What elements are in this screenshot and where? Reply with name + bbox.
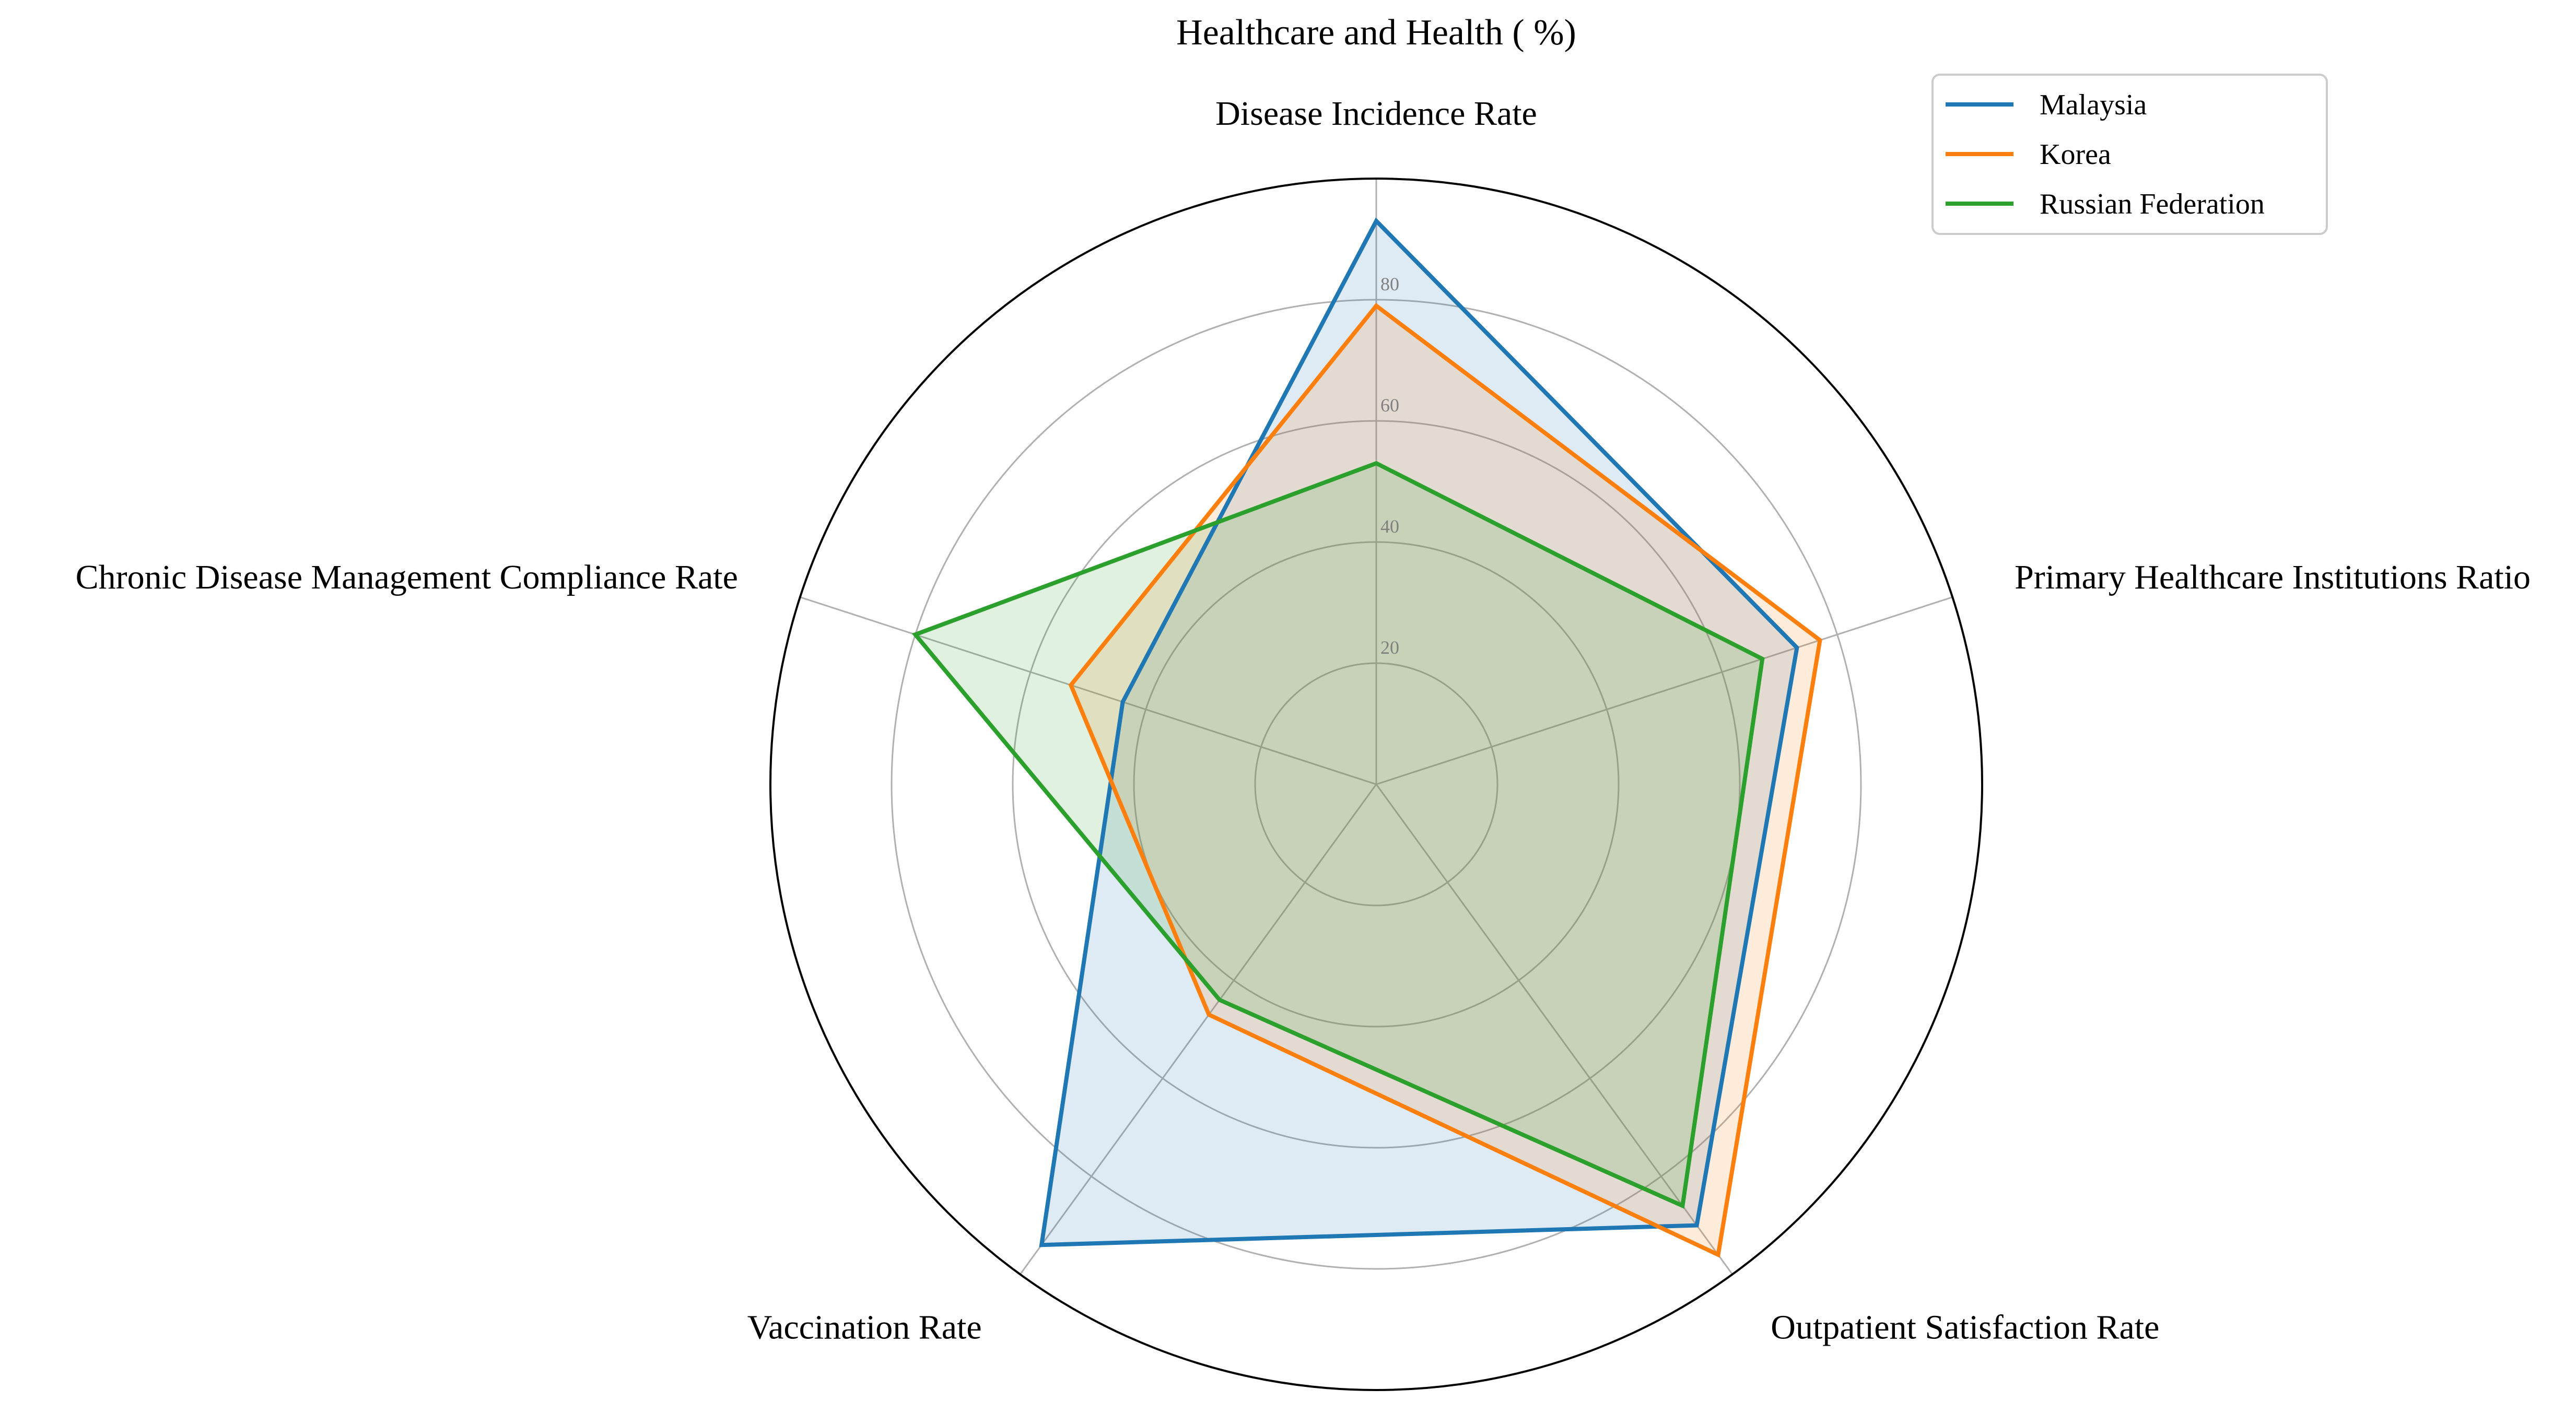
spoke-4 — [1019, 784, 1377, 1275]
series-fills — [915, 221, 1820, 1255]
axis-label-3: Outpatient Satisfaction Rate — [1771, 1309, 2159, 1347]
series-fill-russian-federation — [915, 463, 1763, 1206]
series-line-malaysia — [1039, 217, 1799, 1247]
axis-label-5: Chronic Disease Management Compliance Ra… — [76, 558, 738, 596]
axis-labels: Disease Incidence Rate Primary Healthcare… — [76, 95, 2531, 1347]
spoke-3 — [1375, 784, 1734, 1275]
legend-label-malaysia: Malaysia — [2040, 89, 2147, 121]
axis-label-1: Disease Incidence Rate — [1215, 95, 1537, 133]
legend-label-korea: Korea — [2040, 138, 2111, 171]
axis-label-2: Primary Healthcare Institutions Ratio — [2015, 558, 2531, 596]
series-lines — [911, 217, 1822, 1258]
r-tick-label-60: 60 — [1380, 395, 1399, 416]
r-tick-label-80: 80 — [1380, 274, 1399, 295]
radial-tick-labels: 20 40 60 80 — [1380, 274, 1399, 658]
series-line-russian-federation — [911, 461, 1765, 1209]
r-tick-label-40: 40 — [1380, 516, 1399, 537]
spoke-2 — [1376, 596, 1953, 785]
series-fill-malaysia — [1041, 221, 1797, 1245]
outer-frame-circle — [769, 178, 1983, 1391]
r-tick-label-20: 20 — [1380, 637, 1399, 658]
series-line-korea — [1068, 303, 1822, 1258]
chart-title: Healthcare and Health ( %) — [1176, 13, 1576, 53]
legend-frame — [1931, 74, 2328, 235]
legend-label-russian-federation: Russian Federation — [2040, 188, 2265, 220]
radar-grid — [769, 178, 1983, 1391]
legend: Malaysia Korea Russian Federation — [1931, 74, 2328, 235]
axis-label-4: Vaccination Rate — [747, 1309, 982, 1347]
spoke-5 — [800, 596, 1377, 785]
